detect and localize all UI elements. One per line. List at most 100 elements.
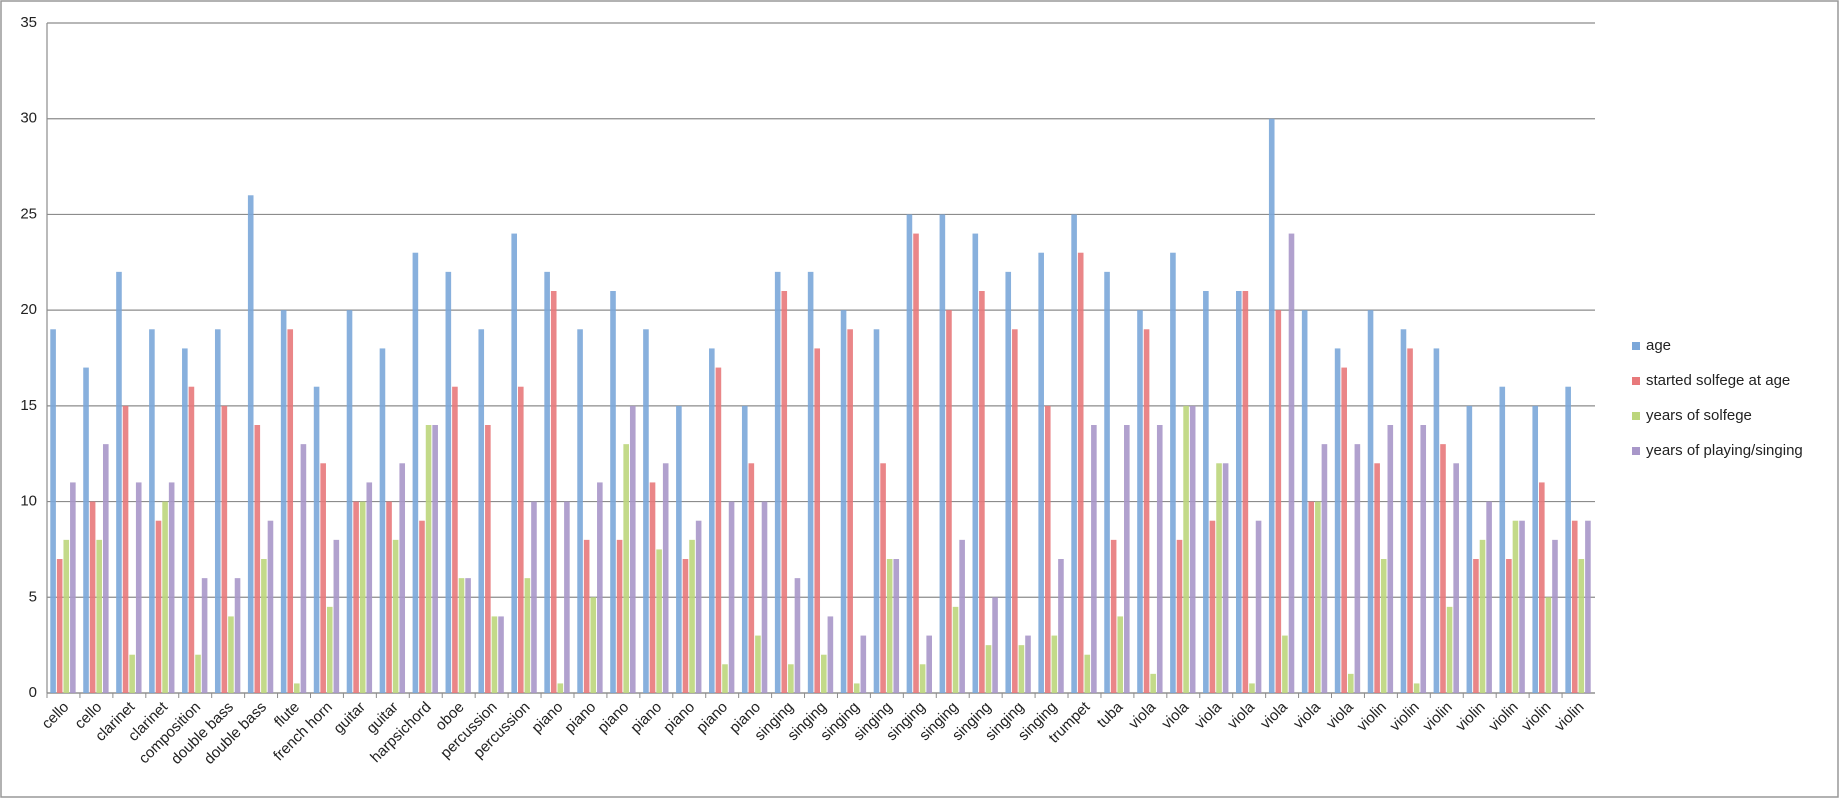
bar [1170, 252, 1176, 693]
y-tick-label: 35 [20, 14, 37, 31]
bar [399, 463, 406, 693]
bar [1255, 520, 1262, 693]
bar [590, 597, 597, 693]
bar [550, 291, 557, 693]
bar [959, 539, 965, 693]
bar [267, 520, 274, 693]
bar [122, 405, 129, 693]
bar [1532, 405, 1539, 693]
bar [1124, 425, 1130, 693]
bar [1380, 559, 1387, 693]
bar [1486, 501, 1492, 693]
bar [313, 386, 320, 693]
bar [1203, 291, 1209, 693]
bar [221, 405, 228, 693]
bar [939, 214, 946, 693]
bar [412, 252, 419, 693]
bar [188, 386, 195, 693]
bar [1156, 425, 1163, 693]
bar [261, 559, 267, 693]
bar [1038, 252, 1044, 693]
legend-label: years of solfege [1646, 407, 1752, 424]
bar [695, 520, 702, 693]
bar [906, 214, 913, 693]
bar [1585, 520, 1591, 693]
bar [781, 291, 788, 693]
bar [649, 482, 656, 693]
bar [498, 616, 504, 693]
bar [873, 329, 880, 693]
bar [662, 463, 669, 693]
bar [168, 482, 175, 693]
bar [1334, 348, 1341, 693]
bar [913, 233, 919, 694]
legend-marker [1632, 412, 1640, 420]
bar [511, 233, 517, 694]
bar [300, 444, 307, 693]
bar [458, 578, 465, 693]
bar [50, 329, 56, 693]
bar [1012, 329, 1018, 693]
bar [1018, 645, 1025, 693]
bar [70, 482, 76, 693]
bar [840, 310, 847, 693]
bar [946, 310, 952, 693]
legend-label: years of playing/singing [1646, 442, 1803, 459]
bar [1091, 425, 1097, 693]
bar [320, 463, 326, 693]
bar [893, 559, 900, 693]
bar [847, 329, 853, 693]
bar [1051, 635, 1058, 693]
bar [577, 329, 583, 693]
y-tick-label: 15 [20, 397, 37, 414]
bar [353, 501, 359, 693]
bar [1143, 329, 1150, 693]
bar [162, 501, 168, 693]
bar [761, 501, 768, 693]
bar [1176, 539, 1183, 693]
bar [1308, 501, 1315, 693]
bar [1071, 214, 1077, 693]
bar [1084, 654, 1091, 693]
bar [485, 425, 491, 693]
bar [1506, 559, 1512, 693]
bar [1499, 386, 1506, 693]
bar [1466, 405, 1473, 693]
bar [1268, 118, 1275, 693]
bar [1321, 444, 1328, 693]
bar [926, 635, 932, 693]
bar [1387, 425, 1394, 693]
bar [564, 501, 570, 693]
bar [1413, 683, 1420, 693]
bar [1545, 597, 1552, 693]
bar [709, 348, 715, 693]
bar [149, 329, 155, 693]
bar [116, 271, 122, 693]
bar [1110, 539, 1117, 693]
bar [853, 683, 860, 693]
bar [1552, 539, 1558, 693]
bar [1189, 405, 1196, 693]
bar [445, 271, 452, 693]
bar [689, 539, 695, 693]
bar [1519, 520, 1525, 693]
bar [326, 606, 333, 693]
bar [583, 539, 590, 693]
bar [1235, 291, 1242, 693]
bar [1571, 520, 1578, 693]
bar [294, 683, 300, 693]
bar [1446, 606, 1453, 693]
bar [56, 559, 63, 693]
bar [1209, 520, 1216, 693]
y-tick-label: 5 [29, 588, 37, 605]
bar [524, 578, 531, 693]
bar [643, 329, 649, 693]
bar [676, 405, 682, 693]
bar [1479, 539, 1486, 693]
bar [195, 654, 201, 693]
bar [1473, 559, 1479, 693]
bar [1222, 463, 1229, 693]
bar [1374, 463, 1380, 693]
